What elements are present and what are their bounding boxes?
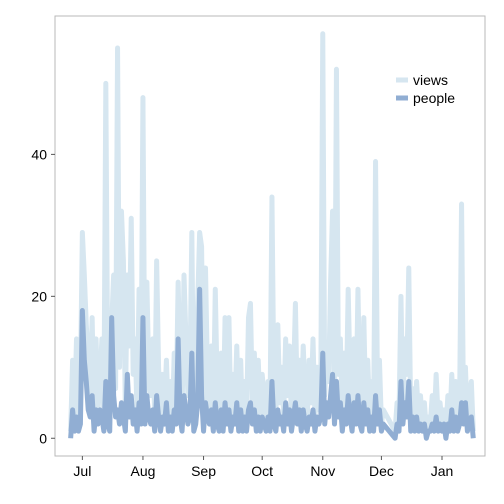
- x-tick-label: Dec: [369, 463, 394, 479]
- x-tick-label: Oct: [251, 463, 273, 479]
- legend-label-people: people: [413, 90, 455, 106]
- legend-label-views: views: [413, 72, 448, 88]
- y-tick-label: 40: [31, 146, 47, 162]
- x-tick-label: Sep: [191, 463, 216, 479]
- y-tick-label: 0: [39, 430, 47, 446]
- x-tick-label: Jul: [73, 463, 91, 479]
- y-tick-label: 20: [31, 288, 47, 304]
- x-tick-label: Aug: [130, 463, 155, 479]
- x-tick-label: Nov: [310, 463, 335, 479]
- x-tick-label: Jan: [431, 463, 454, 479]
